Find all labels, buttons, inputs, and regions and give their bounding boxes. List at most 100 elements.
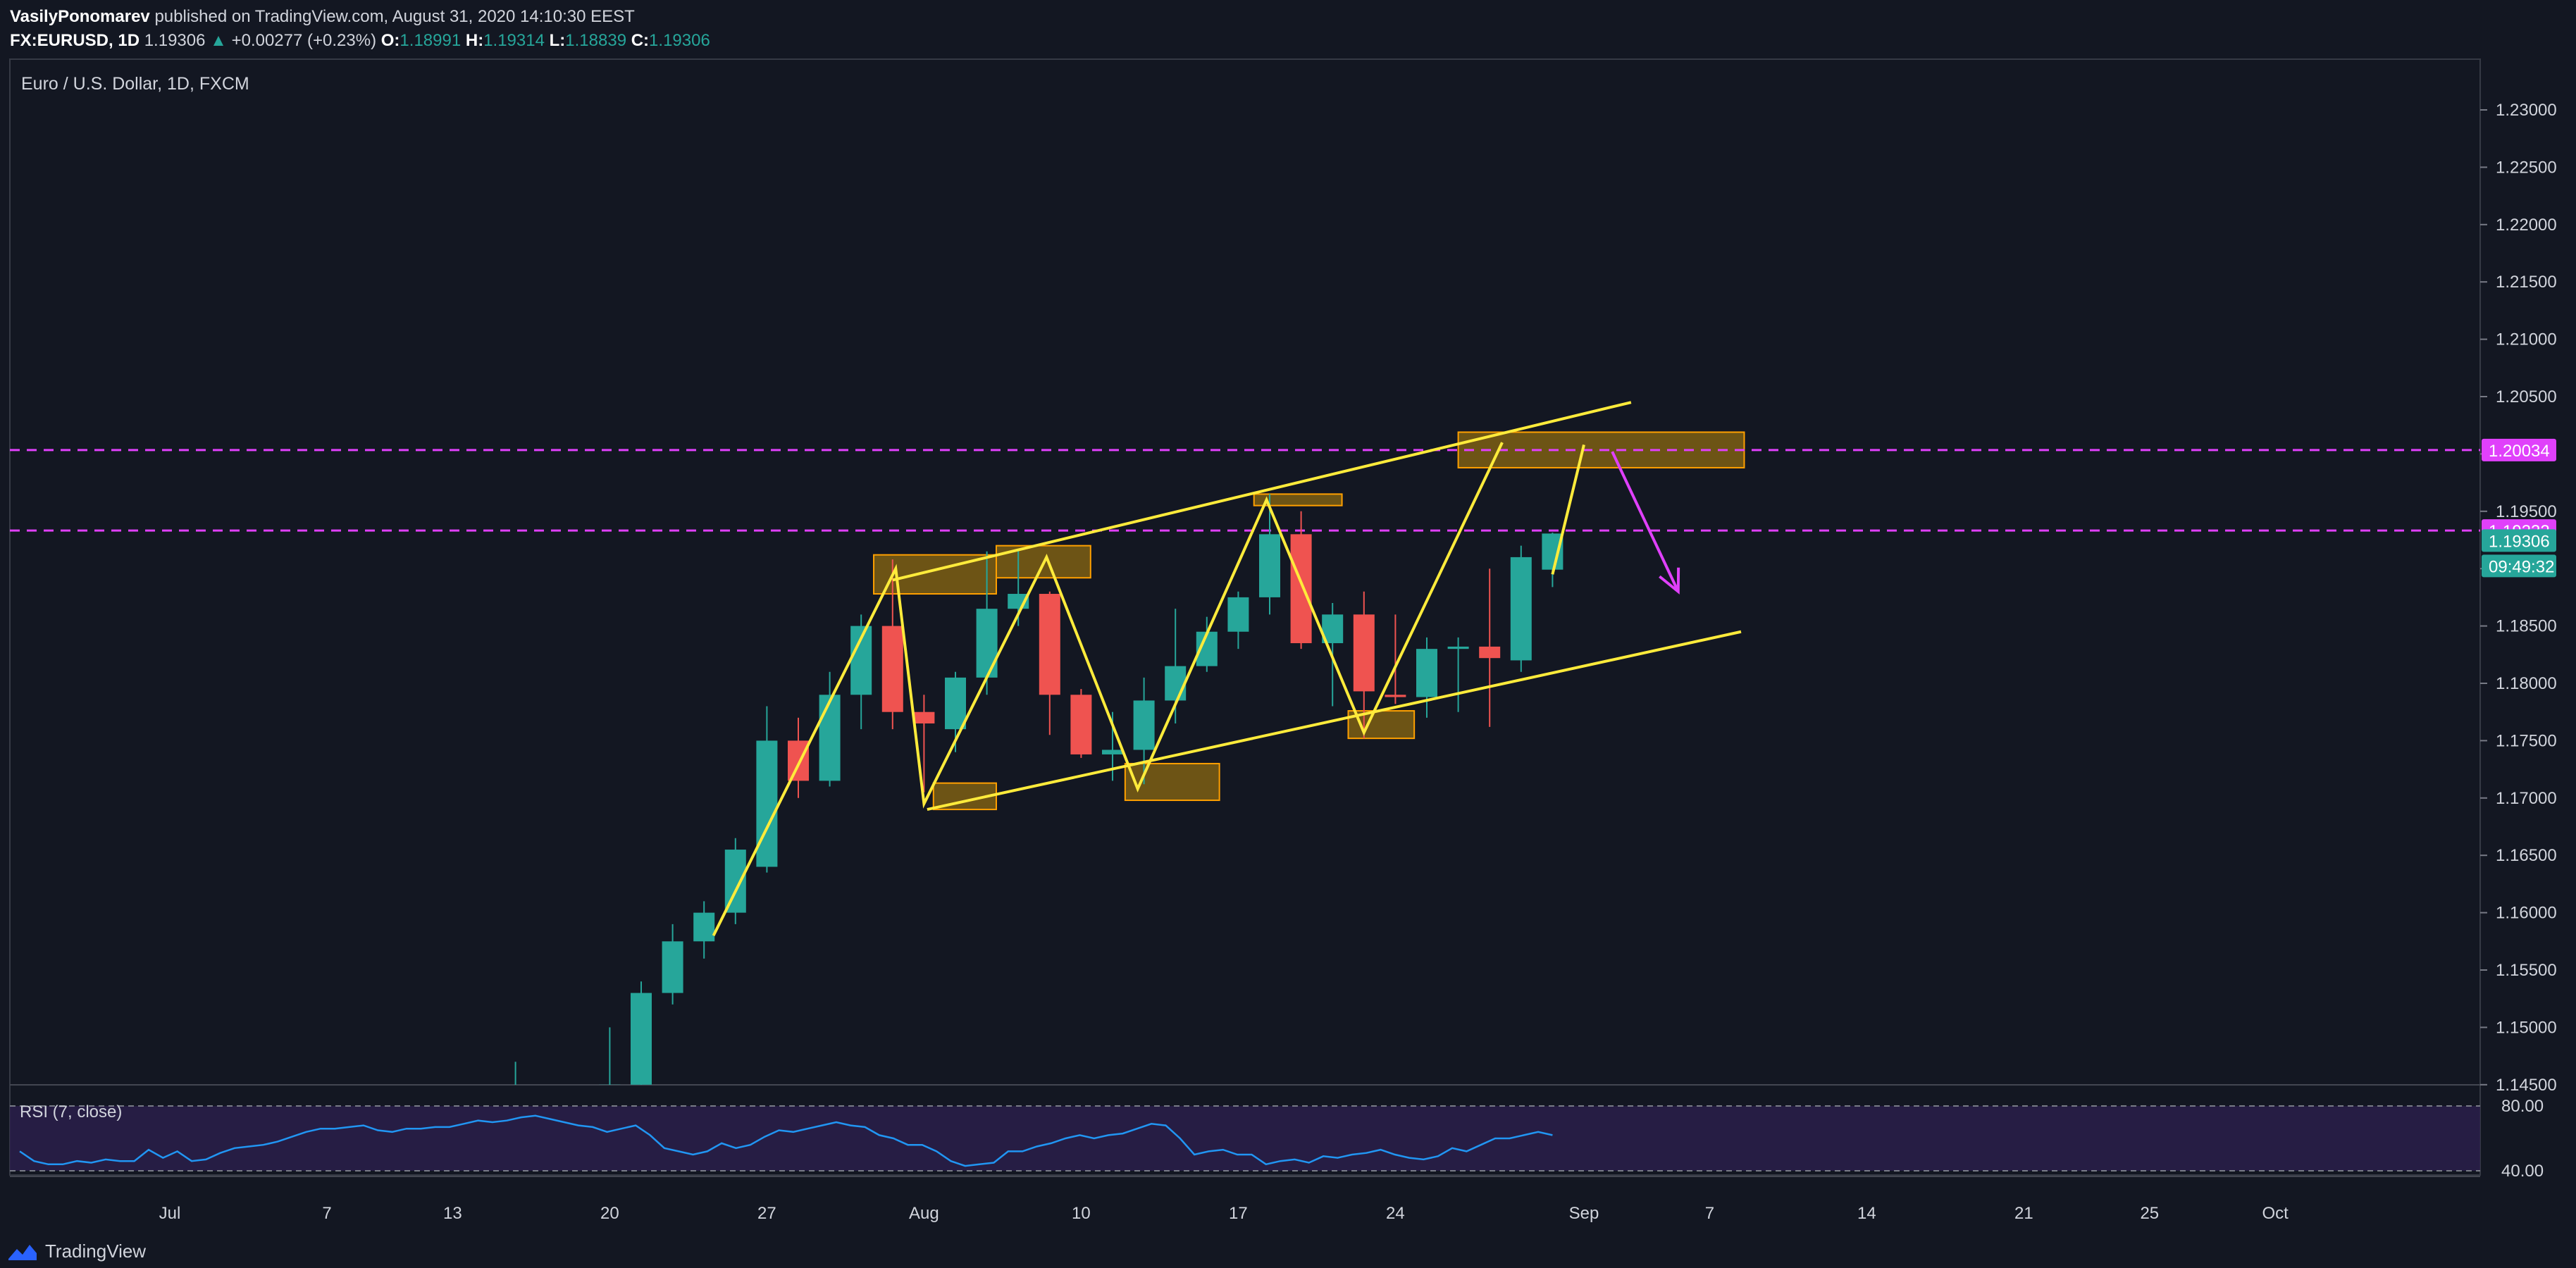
symbol-name[interactable]: FX:EURUSD, 1D [10,31,140,50]
y-tick-label: 1.17500 [2496,731,2557,750]
y-tick-label: 1.20500 [2496,387,2557,406]
rsi-level-label: 80.00 [2501,1097,2544,1116]
chart-header: VasilyPonomarev published on TradingView… [10,6,710,52]
candle-body [1102,750,1123,754]
publisher-name[interactable]: VasilyPonomarev [10,7,150,26]
x-tick-label: Jul [159,1204,181,1223]
channel-trend-line [927,630,1742,812]
zigzag-projection-line [1551,444,1585,575]
candle-body [1385,695,1406,697]
rsi-pane[interactable]: 80.00 40.00 [10,1097,2544,1181]
chart-frame [9,58,2481,1177]
x-tick-label: 7 [1705,1204,1714,1223]
zone-box [1124,762,1220,802]
arrow-head-icon [1659,567,1680,595]
y-axis[interactable]: 1.23000 1.22500 1.22000 1.21500 1.21000 1.205… [2480,101,2557,1095]
candle-body [662,941,683,993]
high-label: H: [465,31,484,50]
y-tick-label: 1.23000 [2496,101,2557,120]
x-tick-label: 10 [1072,1204,1091,1223]
candle-body [1259,534,1280,597]
projection-arrow-line [1611,451,1680,592]
y-tick-label: 1.21500 [2496,273,2557,292]
x-tick-label: 20 [600,1204,619,1223]
x-tick-label: 21 [2014,1204,2033,1223]
x-tick-label: 27 [757,1204,776,1223]
candle-body [881,626,903,712]
x-tick-label: 14 [1857,1204,1876,1223]
candle-body [1479,646,1501,659]
candle-body [1227,597,1249,632]
y-tick-label: 1.14500 [2496,1076,2557,1095]
bar-countdown-label: 09:49:32 [2489,557,2554,576]
price-change: +0.00277 (+0.23%) [231,31,377,50]
zigzag-pattern-line [712,442,1504,937]
candle-body [976,609,998,678]
tradingview-logo-icon [8,1245,37,1260]
candle-body [945,677,966,730]
up-triangle-icon: ▲ [210,31,227,50]
zone-box [1253,493,1343,506]
close-value: 1.19306 [649,31,710,50]
brand-name[interactable]: TradingView [45,1240,147,1262]
level-lines [10,449,2480,532]
chart-title: Euro / U.S. Dollar, 1D, FXCM [21,74,249,94]
last-price-value: 1.19306 [144,31,206,50]
x-tick-label: Oct [2262,1204,2289,1223]
x-tick-label: 25 [2140,1204,2159,1223]
candle-body [1165,666,1187,701]
low-value: 1.18839 [565,31,627,50]
candle-body [1447,646,1469,649]
rsi-level-label: 40.00 [2501,1162,2544,1181]
candle-body [1070,695,1092,754]
y-tick-label: 1.17000 [2496,789,2557,808]
y-tick-label: 1.18000 [2496,674,2557,693]
y-tick-label: 1.21000 [2496,330,2557,349]
candle-body [819,695,841,781]
rsi-line [19,1114,1553,1167]
candle-body [1039,594,1060,695]
y-tick-label: 1.18500 [2496,617,2557,636]
candle-body [599,1084,621,1085]
y-tick-label: 1.16000 [2496,904,2557,923]
candle-body [913,711,935,723]
x-tick-label: Sep [1569,1204,1599,1223]
candle-body [788,740,809,781]
candle-body [1290,534,1312,644]
candle-body [756,740,778,867]
level-price-label-bg [2482,438,2556,461]
x-tick-label: Aug [909,1204,939,1223]
open-label: O: [380,31,400,50]
close-label: C: [631,31,650,50]
last-price-label-bg [2482,529,2556,552]
candle-body [1416,649,1437,697]
x-tick-label: 7 [322,1204,331,1223]
y-tick-label: 1.22000 [2496,216,2557,235]
candle-body [631,993,652,1085]
y-tick-label: 1.22500 [2496,158,2557,177]
last-price-label: 1.19306 [2489,532,2550,551]
y-tick-label: 1.15500 [2496,961,2557,980]
low-label: L: [549,31,566,50]
channel-trend-line [892,401,1632,582]
level-price-label: 1.20034 [2489,442,2550,461]
candle-body [1510,557,1532,661]
y-tick-label: 1.19500 [2496,502,2557,521]
candle-body [1133,700,1155,750]
open-value: 1.18991 [400,31,462,50]
footer: TradingView [7,1238,146,1264]
rsi-band-background [10,1106,2480,1171]
bar-countdown-label-bg [2482,554,2556,578]
y-tick-label: 1.15000 [2496,1018,2557,1037]
x-tick-label: 13 [443,1204,462,1223]
plot-border [9,58,2481,1176]
high-value: 1.19314 [483,31,545,50]
candle-body [693,912,715,942]
candle-body [1353,614,1375,692]
x-tick-label: 17 [1229,1204,1248,1223]
candles [514,494,1563,1085]
x-axis[interactable]: Jul 7 13 20 27 Aug 10 17 24 Sep 7 14 21 25 Oct [159,1204,2289,1223]
y-tick-label: 1.16500 [2496,846,2557,865]
